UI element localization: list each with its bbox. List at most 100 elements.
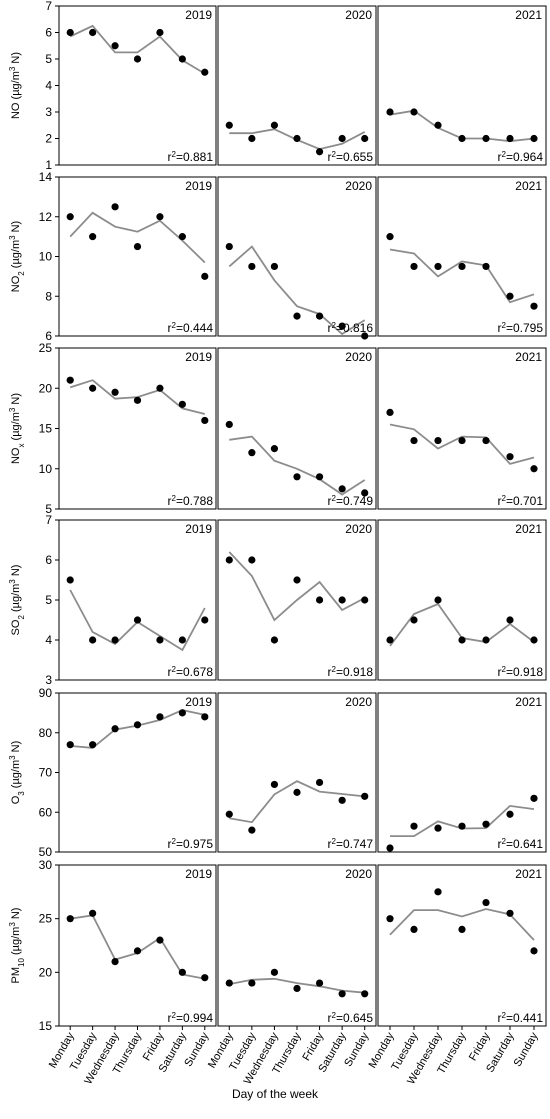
r-squared-label: r2=0.747 bbox=[328, 837, 374, 852]
observed-point bbox=[386, 844, 394, 852]
y-axis-title-unit-end: N) bbox=[10, 741, 22, 756]
r-squared-label: r2=0.964 bbox=[498, 150, 544, 165]
x-axis-title: Day of the week bbox=[231, 1087, 319, 1101]
observed-point bbox=[201, 272, 209, 280]
observed-point bbox=[482, 636, 490, 644]
observed-point bbox=[338, 322, 346, 330]
panel-year-label: 2021 bbox=[515, 522, 542, 536]
observed-point bbox=[248, 979, 256, 987]
panel-year-label: 2020 bbox=[345, 522, 372, 536]
observed-point bbox=[89, 636, 97, 644]
panel-frame bbox=[58, 5, 217, 166]
observed-point bbox=[248, 826, 256, 834]
r-squared-value: =0.816 bbox=[336, 321, 373, 335]
fitted-line bbox=[69, 211, 206, 264]
observed-point bbox=[338, 796, 346, 804]
observed-point bbox=[386, 636, 394, 644]
r-squared-value: =0.701 bbox=[506, 494, 543, 508]
y-axis-title-unit-end: N) bbox=[10, 565, 22, 580]
y-tick-label: 8 bbox=[45, 289, 52, 303]
r-squared-label: r2=0.788 bbox=[168, 494, 214, 509]
r-squared-symbol: r bbox=[328, 494, 332, 508]
observed-point bbox=[201, 416, 209, 425]
y-axis-title-base: PM bbox=[10, 967, 22, 984]
panel-frame bbox=[217, 176, 377, 337]
observed-point bbox=[458, 262, 466, 271]
r-squared-symbol: r bbox=[498, 1011, 502, 1025]
r-squared-exponent: 2 bbox=[332, 1011, 337, 1020]
observed-point bbox=[133, 616, 142, 624]
observed-point bbox=[178, 233, 186, 241]
observed-point bbox=[434, 888, 442, 896]
r-squared-value: =0.918 bbox=[336, 665, 373, 679]
panel-frame bbox=[217, 5, 377, 166]
y-axis-title: NO2 (µg/m3 N) bbox=[8, 221, 26, 292]
y-tick-label: 25 bbox=[39, 341, 53, 355]
y-tick-label: 5 bbox=[45, 593, 52, 607]
observed-point bbox=[293, 984, 301, 993]
panel-year-label: 2019 bbox=[185, 522, 212, 536]
observed-point bbox=[293, 134, 301, 143]
y-tick-label: 20 bbox=[39, 965, 53, 979]
r-squared-exponent: 2 bbox=[172, 494, 177, 503]
observed-point bbox=[248, 449, 256, 457]
y-tick-label: 6 bbox=[45, 26, 52, 40]
observed-point bbox=[361, 489, 369, 497]
panel-year-label: 2019 bbox=[185, 8, 212, 22]
observed-point bbox=[89, 233, 97, 241]
y-axis-title-unit: (µg/m bbox=[10, 584, 22, 615]
r-squared-symbol: r bbox=[328, 665, 332, 679]
y-tick-label: 60 bbox=[39, 805, 53, 819]
panel-year-label: 2021 bbox=[515, 695, 542, 709]
observed-point bbox=[66, 741, 74, 749]
r-squared-symbol: r bbox=[498, 494, 502, 508]
r-squared-symbol: r bbox=[328, 150, 332, 164]
observed-point bbox=[506, 909, 514, 917]
observed-point bbox=[111, 636, 119, 644]
observed-point bbox=[410, 925, 418, 934]
r-squared-exponent: 2 bbox=[172, 321, 177, 330]
r-squared-exponent: 2 bbox=[502, 665, 507, 674]
panel-year-label: 2019 bbox=[185, 179, 212, 193]
y-tick-label: 12 bbox=[39, 210, 53, 224]
panel-year-label: 2019 bbox=[185, 695, 212, 709]
r-squared-exponent: 2 bbox=[172, 150, 177, 159]
observed-point bbox=[458, 636, 466, 644]
r-squared-symbol: r bbox=[168, 321, 172, 335]
observed-point bbox=[506, 453, 514, 461]
observed-point bbox=[361, 596, 369, 604]
r-squared-exponent: 2 bbox=[332, 665, 337, 674]
y-tick-label: 7 bbox=[45, 0, 52, 13]
r-squared-exponent: 2 bbox=[172, 1011, 177, 1020]
y-axis-title-superscript: 3 bbox=[8, 755, 17, 760]
r-squared-exponent: 2 bbox=[332, 321, 337, 330]
observed-point bbox=[530, 947, 538, 955]
r-squared-label: r2=0.816 bbox=[328, 321, 374, 336]
r-squared-label: r2=0.701 bbox=[498, 494, 544, 509]
r-squared-symbol: r bbox=[498, 837, 502, 851]
r-squared-symbol: r bbox=[168, 150, 172, 164]
y-tick-label: 10 bbox=[39, 462, 53, 476]
y-axis-title-subscript: 10 bbox=[17, 958, 26, 967]
y-axis-title-unit-end: N) bbox=[10, 393, 22, 408]
observed-point bbox=[410, 616, 418, 624]
r-squared-value: =0.964 bbox=[506, 150, 543, 164]
fitted-line bbox=[229, 435, 366, 496]
panel-frame bbox=[58, 864, 217, 1027]
y-tick-label: 2 bbox=[45, 132, 52, 146]
y-axis-title-subscript: 3 bbox=[17, 791, 26, 796]
r-squared-value: =0.918 bbox=[506, 665, 543, 679]
y-tick-label: 4 bbox=[45, 633, 52, 647]
r-squared-label: r2=0.975 bbox=[168, 837, 214, 852]
y-axis-title-unit: (µg/m bbox=[10, 927, 22, 958]
y-tick-label: 90 bbox=[39, 686, 53, 700]
observed-point bbox=[178, 968, 186, 976]
r-squared-symbol: r bbox=[168, 837, 172, 851]
fitted-line bbox=[389, 248, 535, 304]
observed-point bbox=[89, 28, 97, 37]
r-squared-exponent: 2 bbox=[502, 150, 507, 159]
observed-point bbox=[66, 915, 74, 923]
fitted-line bbox=[70, 914, 205, 980]
y-axis-title-unit-end: N) bbox=[10, 908, 22, 923]
panel-year-label: 2020 bbox=[345, 8, 372, 22]
